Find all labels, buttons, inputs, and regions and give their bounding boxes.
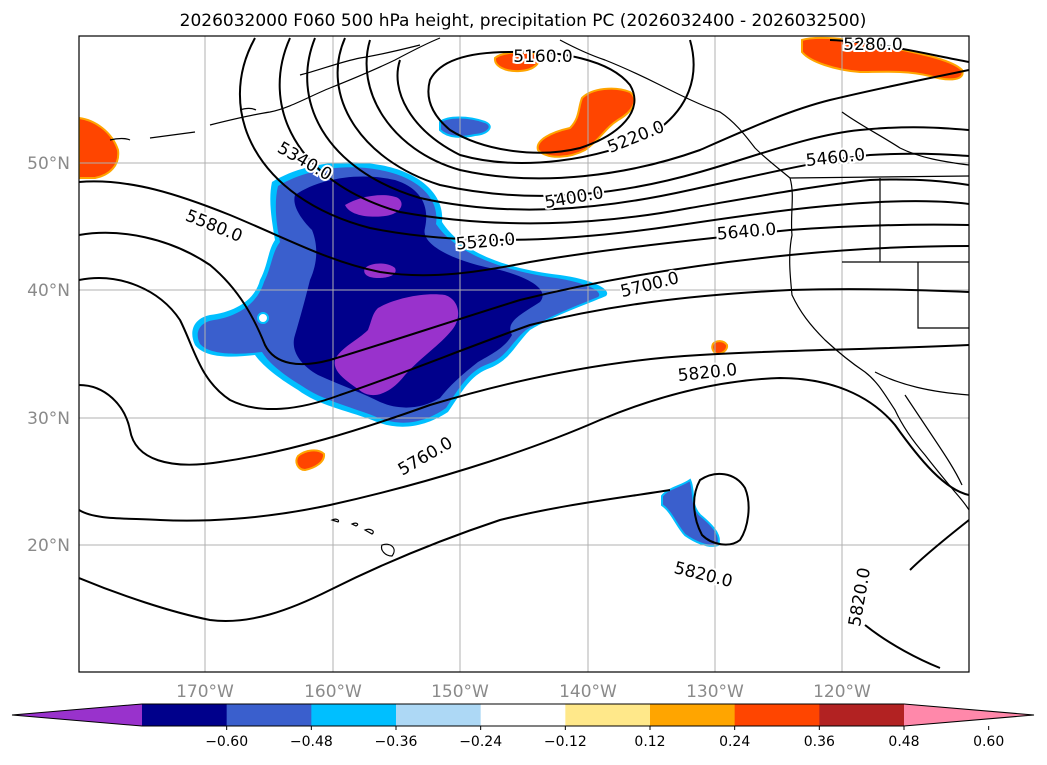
contour-5520 [239,37,969,241]
map-title: 2026032000 F060 500 hPa height, precipit… [180,11,867,31]
precip-negative-south [661,478,720,547]
colorbar-segment [734,704,820,726]
lat-label-20n: 20°N [27,536,70,556]
colorbar-extend-low [12,704,142,726]
contour-label-5160: 5160.0 [513,47,572,67]
colorbar-segment [311,704,397,726]
lon-label-160w: 160°W [304,682,362,702]
map-frame [78,35,970,673]
colorbar-tick-label: 0.36 [804,734,835,750]
colorbar-segment [819,704,905,726]
precip-positive-small-1 [295,449,326,472]
coastlines [109,37,969,557]
longitude-labels: 170°W 160°W 150°W 140°W 130°W 120°W [176,682,871,702]
colorbar-tick-label: −0.36 [375,734,418,750]
precip-negative-strong-1 [334,294,459,396]
contour-5580 [79,180,969,277]
precip-negative-strong-3 [364,263,396,278]
contour-5160 [427,50,636,154]
lat-label-50n: 50°N [27,154,70,174]
contour-5760 [79,344,969,466]
colorbar-extend-high [904,704,1034,726]
colorbar-segment [396,704,482,726]
map-area: 5160.0 5220.0 5280.0 5340.0 5400.0 5460.… [79,35,969,672]
lon-label-140w: 140°W [559,682,617,702]
contour-5820-east [864,519,969,669]
contour-5700 [79,277,969,410]
colorbar-tick-label: −0.12 [544,734,587,750]
colorbar-segment [565,704,651,726]
contour-5820-main [79,376,969,522]
precip-negative-strong-2 [345,195,402,217]
contour-5340 [336,37,969,197]
contour-5400 [306,37,969,211]
colorbar-tick-label: 0.24 [719,734,750,750]
colorbar-segment [142,704,228,726]
colorbar-tick-label: 0.48 [888,734,919,750]
colorbar-tick-label: −0.48 [290,734,333,750]
height-contours [79,37,969,669]
contour-label-5520: 5520.0 [455,229,516,254]
lon-label-120w: 120°W [813,682,871,702]
colorbar-tick-label: −0.24 [459,734,502,750]
lon-label-150w: 150°W [431,682,489,702]
colorbar-tick-label: 0.12 [634,734,665,750]
contour-5280 [365,39,969,180]
precip-positive-gulf [536,87,636,158]
precip-positive-small-2 [711,340,729,356]
lon-label-130w: 130°W [686,682,744,702]
lon-label-170w: 170°W [176,682,234,702]
precipitation-fields [79,36,964,547]
colorbar-segment [226,704,312,726]
colorbar-outline [11,703,1035,727]
contour-5220 [396,39,695,164]
colorbar-segment [650,704,736,726]
lat-label-40n: 40°N [27,281,70,301]
contour-label-5280: 5280.0 [843,35,902,55]
colorbar: −0.60 −0.48 −0.36 −0.24 −0.12 0.12 0.24 0.36 0.4… [11,703,1035,750]
contour-5640 [79,231,969,366]
colorbar-tick-label: −0.60 [205,734,248,750]
contour-5820-ring [693,472,750,546]
colorbar-tick-label: 0.60 [973,734,1004,750]
latitude-labels: 50°N 40°N 30°N 20°N [27,154,70,556]
contour-5820-south [79,489,671,622]
contour-5460 [278,37,969,225]
colorbar-segment [480,704,566,726]
lat-label-30n: 30°N [27,409,70,429]
